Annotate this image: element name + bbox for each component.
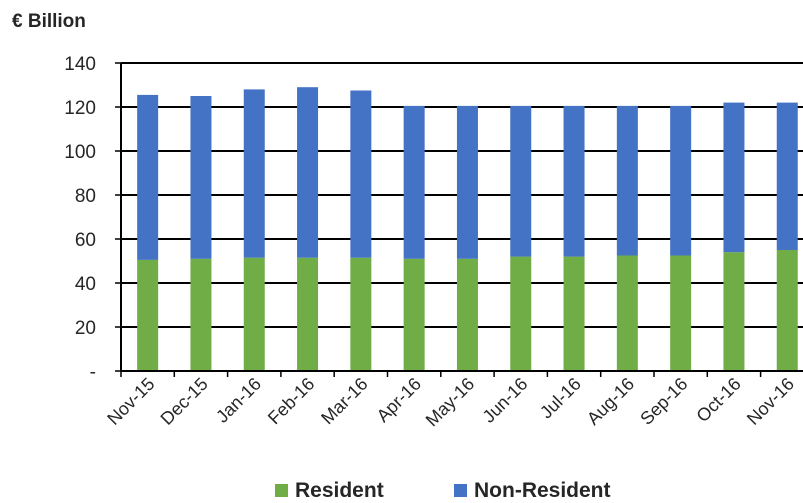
y-tick-label: 120 xyxy=(64,98,96,119)
legend-label: Non-Resident xyxy=(474,479,611,502)
x-tick-label: Aug-16 xyxy=(583,374,638,429)
bar-non-resident xyxy=(456,105,478,259)
legend-label: Resident xyxy=(295,479,384,502)
y-tick-label: 40 xyxy=(75,274,96,295)
bar-resident xyxy=(297,257,319,371)
y-tick-label: 100 xyxy=(64,142,96,163)
bar-resident xyxy=(670,255,692,371)
bars xyxy=(137,87,798,371)
x-tick-label: Mar-16 xyxy=(317,374,371,428)
bar-non-resident xyxy=(190,96,212,259)
unit-label: € Billion xyxy=(12,11,86,32)
bar-resident xyxy=(723,252,745,371)
bar-non-resident xyxy=(510,105,532,257)
bar-resident xyxy=(510,256,532,371)
bar-resident xyxy=(137,259,159,371)
bar-resident xyxy=(456,258,478,371)
x-tick-label: Jun-16 xyxy=(479,374,532,427)
bar-non-resident xyxy=(776,102,798,250)
x-tick-label: Apr-16 xyxy=(373,374,425,426)
y-tick-label: 80 xyxy=(75,186,96,207)
bar-resident xyxy=(776,250,798,371)
legend: Resident Non-Resident xyxy=(275,479,611,502)
legend-swatch xyxy=(454,484,467,497)
x-tick-label: Jan-16 xyxy=(212,374,265,427)
y-tick-labels: 140 120 100 80 60 40 20 - xyxy=(64,54,96,383)
bar-resident xyxy=(190,258,212,371)
x-tick-label: Sep-16 xyxy=(636,374,691,429)
bar-resident xyxy=(350,257,372,371)
axes xyxy=(115,62,803,377)
y-tick-label: 140 xyxy=(64,54,96,75)
bar-non-resident xyxy=(616,105,638,256)
x-tick-label: Oct-16 xyxy=(692,374,744,426)
x-tick-label: Dec-15 xyxy=(157,374,212,429)
bar-non-resident xyxy=(563,105,585,257)
bar-resident xyxy=(616,255,638,371)
y-tick-label: - xyxy=(90,362,96,383)
bar-resident xyxy=(403,258,425,371)
legend-swatch xyxy=(275,484,288,497)
x-tick-label: Jul-16 xyxy=(536,374,585,423)
x-tick-label: May-16 xyxy=(422,374,479,431)
bar-non-resident xyxy=(137,94,159,260)
y-tick-label: 20 xyxy=(75,318,96,339)
bar-non-resident xyxy=(403,105,425,259)
bar-resident xyxy=(243,257,265,371)
y-tick-label: 60 xyxy=(75,230,96,251)
bar-non-resident xyxy=(670,105,692,256)
x-tick-label: Feb-16 xyxy=(264,374,318,428)
bar-resident xyxy=(563,256,585,371)
x-tick-label: Nov-15 xyxy=(103,374,158,429)
bar-non-resident xyxy=(243,89,265,258)
x-tick-label: Nov-16 xyxy=(743,374,798,429)
bar-non-resident xyxy=(297,87,319,258)
bar-non-resident xyxy=(723,102,745,253)
bar-non-resident xyxy=(350,90,372,258)
